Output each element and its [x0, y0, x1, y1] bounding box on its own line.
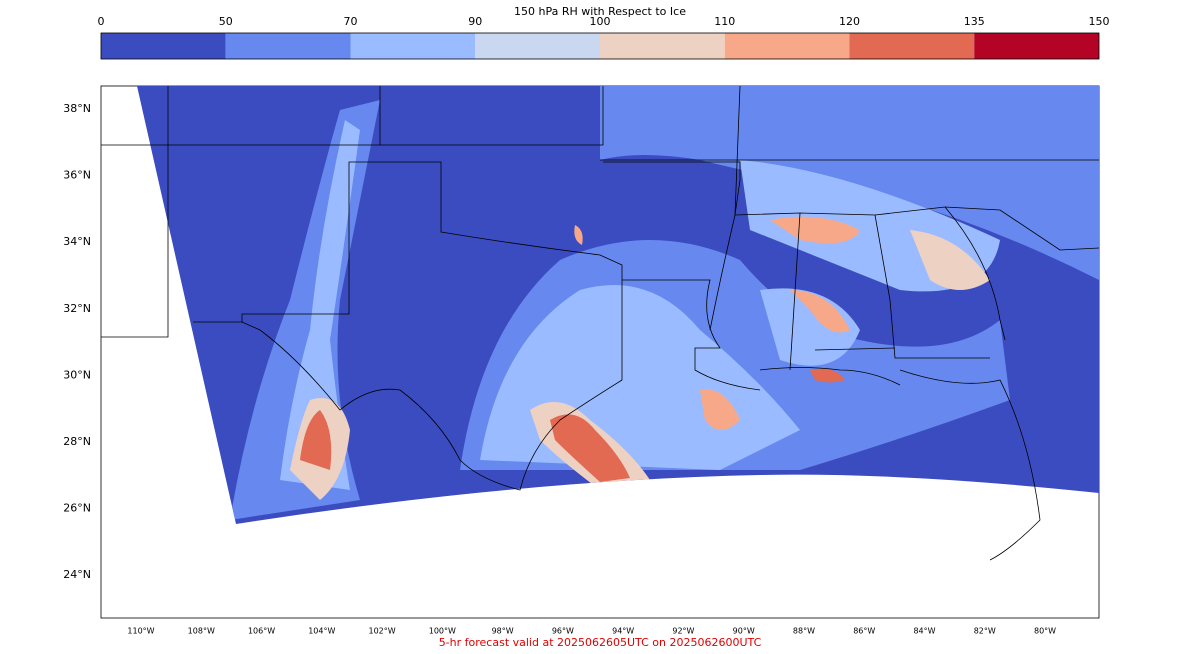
lon-labels: 110°W 108°W 106°W 104°W 102°W 100°W 98°W 96°W 94… — [127, 627, 1056, 636]
footer: 5-hr forecast valid at 2025062605UTC on … — [439, 636, 762, 649]
colorbar-tick-label: 90 — [468, 15, 482, 28]
lon-label: 94°W — [612, 627, 634, 636]
lat-label: 34°N — [63, 235, 91, 248]
colorbar-segment — [475, 33, 600, 59]
lon-label: 104°W — [308, 627, 335, 636]
lat-label: 26°N — [63, 502, 91, 515]
lon-label: 92°W — [672, 627, 694, 636]
colorbar-frame — [100, 32, 1100, 60]
colorbar-segment — [101, 33, 226, 59]
lat-label: 28°N — [63, 435, 91, 448]
lon-label: 106°W — [248, 627, 275, 636]
lon-label: 82°W — [974, 627, 996, 636]
lat-label: 32°N — [63, 302, 91, 315]
colorbar-segment — [724, 33, 850, 59]
lon-label: 108°W — [188, 627, 215, 636]
lon-label: 80°W — [1034, 627, 1056, 636]
lon-label: 90°W — [733, 627, 755, 636]
lon-label: 102°W — [368, 627, 395, 636]
boundaries — [101, 85, 1100, 561]
lat-label: 24°N — [63, 568, 91, 581]
colorbar: 0 50 70 90 100 110 120 135 150 — [98, 15, 1110, 60]
title: 150 hPa RH with Respect to Ice — [514, 5, 686, 18]
lat-label: 38°N — [63, 102, 91, 115]
colorbar-tick-label: 70 — [344, 15, 358, 28]
colorbar-segment — [600, 33, 725, 59]
lat-label: 36°N — [63, 169, 91, 182]
lon-label: 110°W — [127, 627, 154, 636]
colorbar-tick-label: 100 — [590, 15, 611, 28]
colorbar-segment — [849, 33, 975, 59]
lon-label: 100°W — [429, 627, 456, 636]
colorbar-segment — [225, 33, 351, 59]
colorbar-tick-label: 50 — [219, 15, 233, 28]
colorbar-tick-label: 135 — [964, 15, 985, 28]
lon-label: 98°W — [492, 627, 514, 636]
lon-label: 84°W — [913, 627, 935, 636]
lat-label: 30°N — [63, 368, 91, 381]
colorbar-tick-label: 120 — [839, 15, 860, 28]
colorbar-segment — [350, 33, 476, 59]
colorbar-tick-label: 110 — [714, 15, 735, 28]
lon-label: 96°W — [552, 627, 574, 636]
colorbar-tick-label: 0 — [98, 15, 105, 28]
lon-label: 86°W — [853, 627, 875, 636]
colorbar-tick-label: 150 — [1089, 15, 1110, 28]
rh-field — [137, 86, 1099, 524]
map — [100, 85, 1100, 619]
lon-label: 88°W — [793, 627, 815, 636]
lat-labels: 38°N 36°N 34°N 32°N 30°N 28°N 26°N 24°N — [63, 102, 91, 581]
colorbar-segment — [974, 33, 1099, 59]
